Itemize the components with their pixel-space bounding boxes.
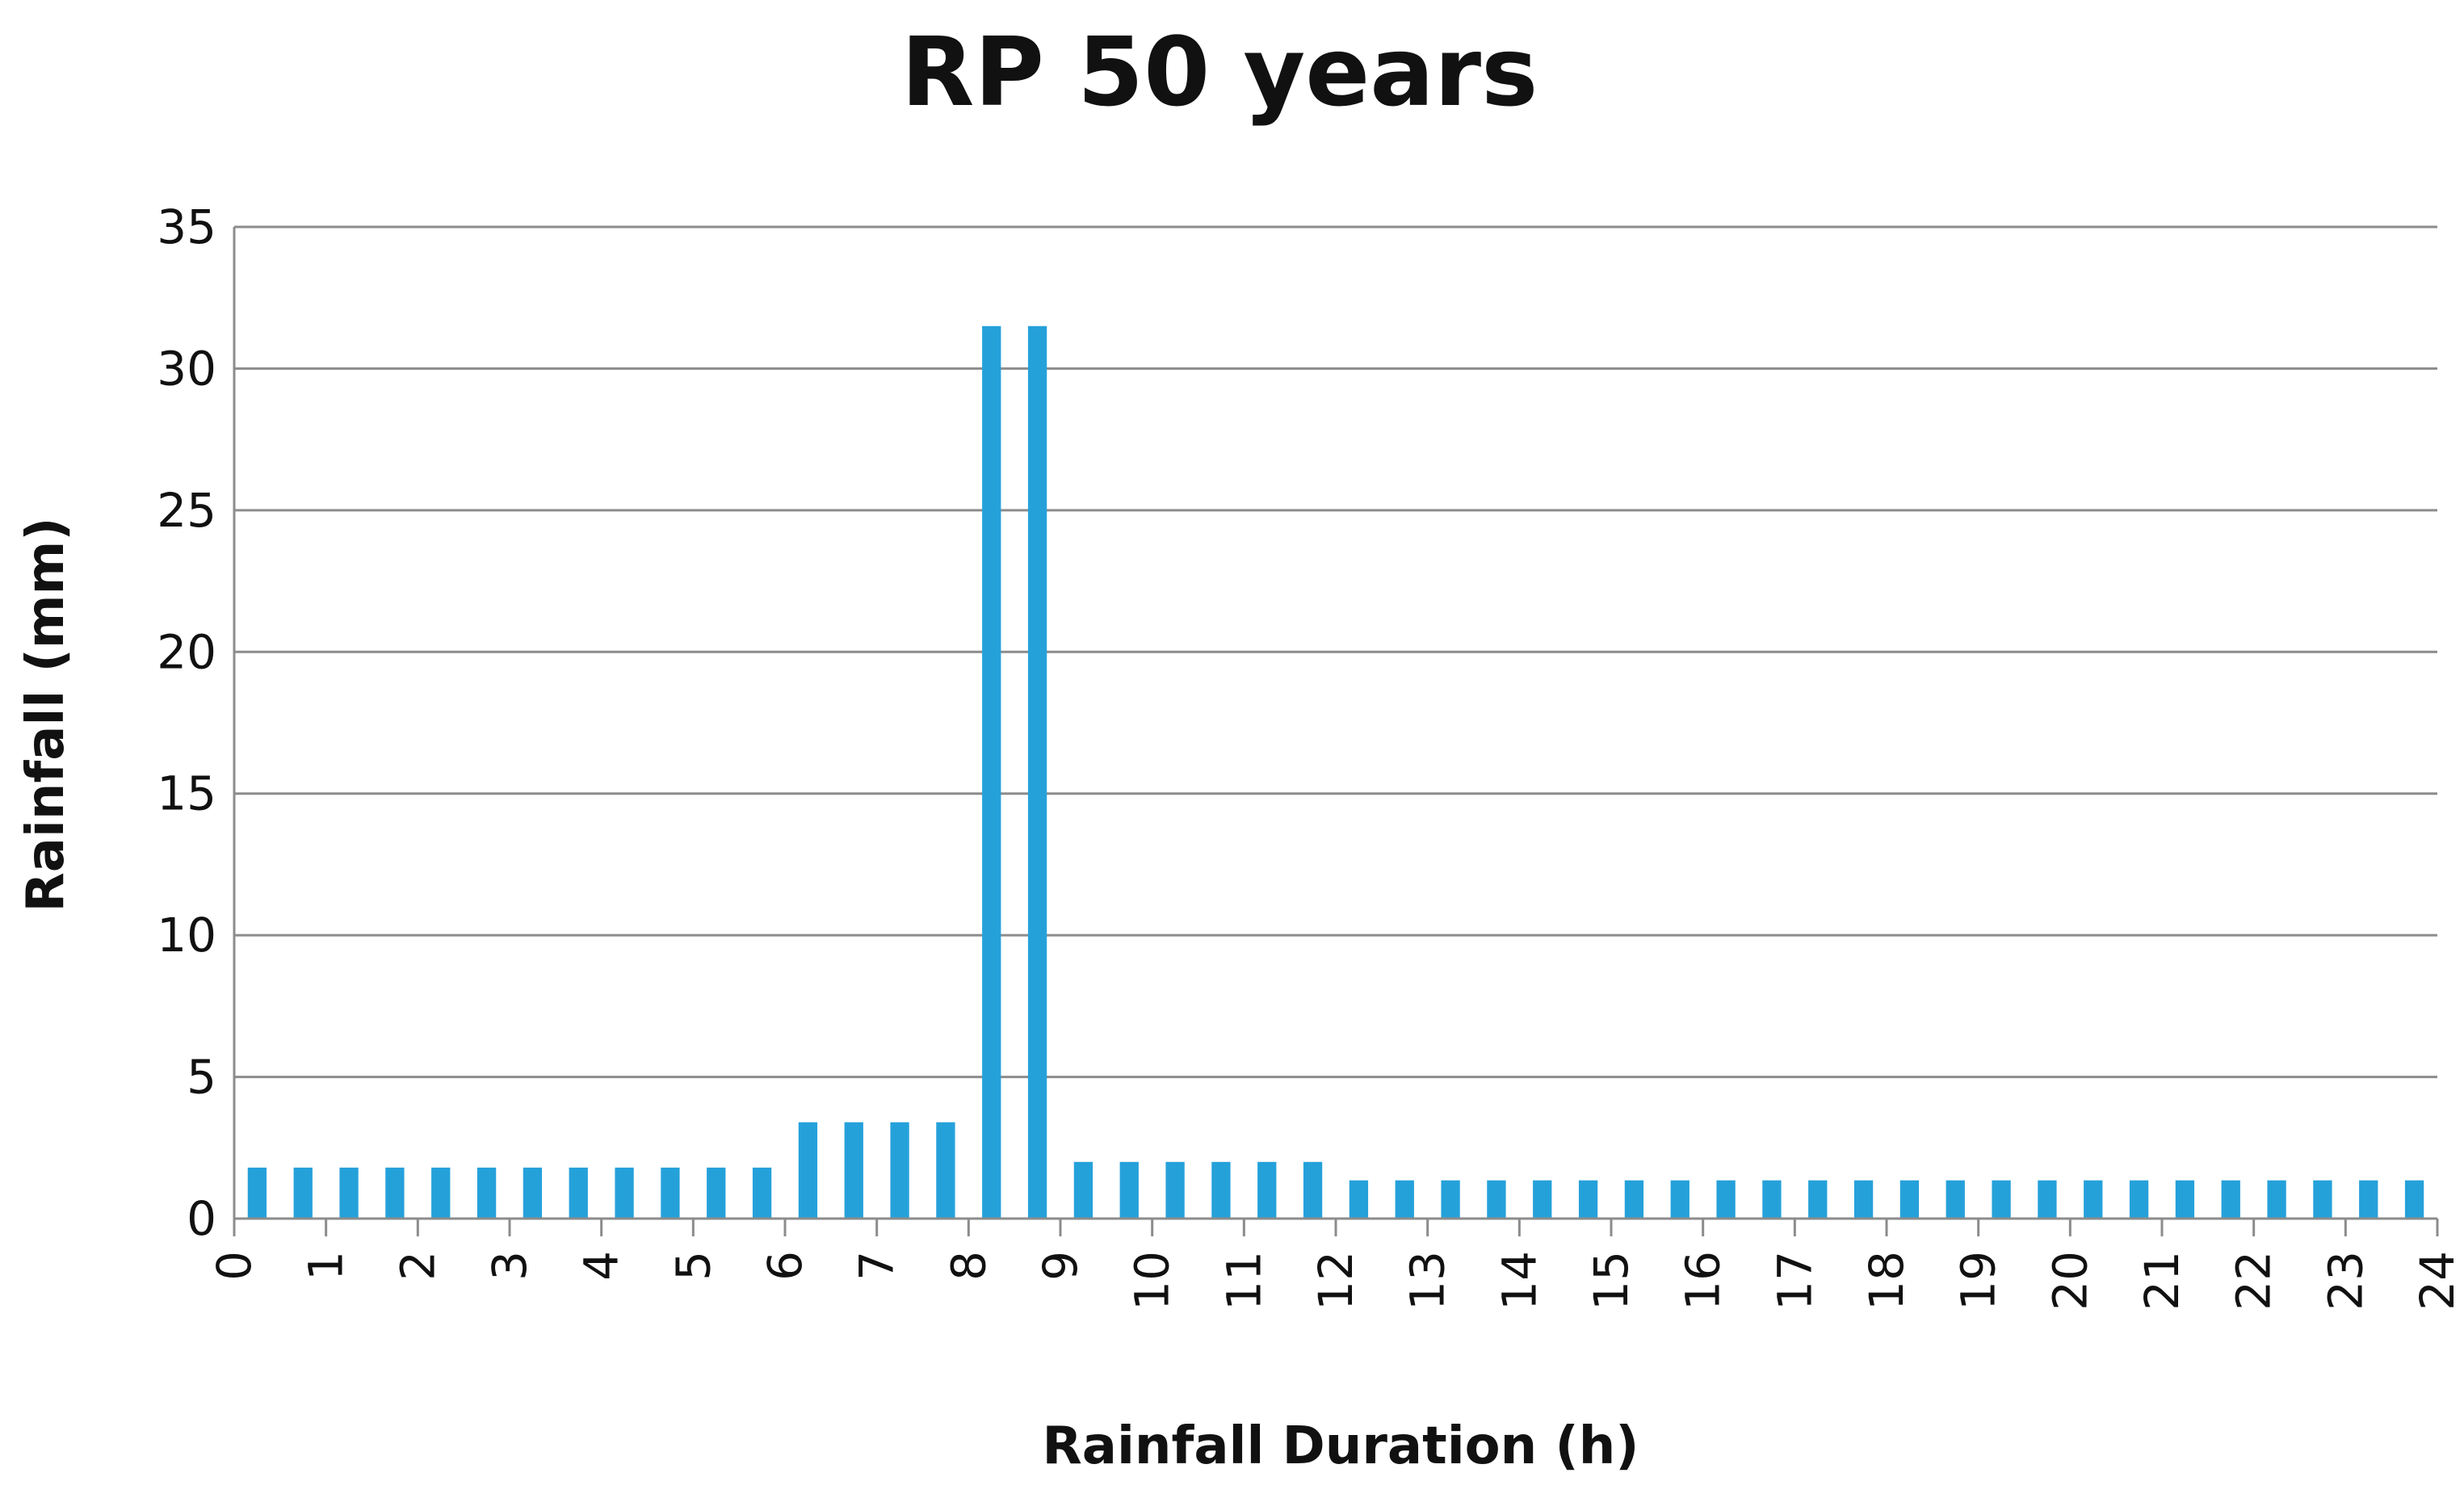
bar [2359, 1180, 2378, 1219]
bar [1303, 1161, 1323, 1219]
x-tick-label: 14 [1492, 1251, 1547, 1311]
x-tick-label: 23 [2318, 1251, 2373, 1311]
x-tick-label: 9 [1033, 1251, 1088, 1281]
x-tick-label: 1 [299, 1251, 354, 1281]
x-tick-label: 8 [941, 1251, 996, 1281]
bar [1349, 1180, 1369, 1219]
x-tick-label: 7 [850, 1251, 905, 1281]
y-tick-label: 30 [157, 341, 216, 396]
bar [569, 1167, 588, 1219]
bar [890, 1122, 909, 1219]
bar [2313, 1180, 2332, 1219]
bar [1027, 325, 1047, 1219]
bar [2404, 1180, 2424, 1219]
x-tick-label: 0 [207, 1251, 262, 1281]
x-tick-label: 15 [1584, 1251, 1639, 1311]
x-tick-label: 5 [665, 1251, 720, 1281]
bar [1992, 1180, 2011, 1219]
x-tick-label: 16 [1676, 1251, 1731, 1311]
bar [1716, 1180, 1736, 1219]
bar [1946, 1180, 1965, 1219]
bar [752, 1167, 772, 1219]
x-tick-label: 2 [390, 1251, 445, 1281]
bar [798, 1122, 818, 1219]
bar [523, 1167, 543, 1219]
x-tick-label: 3 [482, 1251, 537, 1281]
bar [293, 1167, 313, 1219]
x-tick-label: 21 [2134, 1251, 2189, 1311]
y-tick-label: 25 [157, 483, 216, 538]
y-tick-label: 5 [187, 1050, 216, 1105]
y-tick-label: 0 [187, 1191, 216, 1246]
bar [2221, 1180, 2240, 1219]
bar [1165, 1161, 1185, 1219]
bar [1624, 1180, 1644, 1219]
x-tick-label: 20 [2042, 1251, 2097, 1311]
bar [1211, 1161, 1231, 1219]
bar [1762, 1180, 1782, 1219]
bar [1853, 1180, 1874, 1219]
bar [1395, 1180, 1414, 1219]
bar [431, 1167, 451, 1219]
x-tick-label: 10 [1125, 1251, 1180, 1311]
x-tick-label: 11 [1216, 1251, 1271, 1311]
bar [1899, 1180, 1920, 1219]
y-tick-label: 10 [157, 908, 216, 963]
bars [247, 325, 2424, 1219]
bar [1487, 1180, 1506, 1219]
x-tick-label: 22 [2227, 1251, 2281, 1311]
x-tick-label: 12 [1308, 1251, 1363, 1311]
bar [1073, 1161, 1093, 1219]
bar [2084, 1180, 2103, 1219]
bar [661, 1167, 680, 1219]
x-tick-label: 19 [1951, 1251, 2006, 1311]
bar [1808, 1180, 1828, 1219]
x-tick-labels: 0 1 2 3 4 5 6 7 8 9 10 11 12 13 14 15 16 17 18 19 20 21 22 23 24 [207, 1219, 2464, 1311]
bar [1441, 1180, 1460, 1219]
x-tick-label: 6 [758, 1251, 812, 1281]
bar [2129, 1180, 2149, 1219]
bar [1533, 1180, 1552, 1219]
bar [2175, 1180, 2195, 1219]
bar [1119, 1161, 1139, 1219]
bar [844, 1122, 863, 1219]
bar [1578, 1180, 1598, 1219]
bar [476, 1167, 497, 1219]
y-tick-label: 35 [157, 199, 216, 254]
y-tick-label: 15 [157, 766, 216, 821]
bar [247, 1167, 267, 1219]
chart-title: RP 50 years [901, 16, 1538, 128]
gridlines [234, 225, 2437, 1079]
x-axis-title: Rainfall Duration (h) [1043, 1416, 1639, 1476]
bar [1670, 1180, 1690, 1219]
x-tick-label: 4 [574, 1251, 629, 1281]
bar [2267, 1180, 2286, 1219]
x-tick-label: 24 [2410, 1251, 2464, 1311]
bar [707, 1167, 726, 1219]
bar [1257, 1161, 1277, 1219]
bar [339, 1167, 359, 1219]
bar [615, 1167, 634, 1219]
bar [982, 325, 1001, 1219]
bar [936, 1122, 955, 1219]
y-tick-label: 20 [157, 624, 216, 679]
x-tick-label: 18 [1859, 1251, 1914, 1311]
x-tick-label: 13 [1400, 1251, 1455, 1311]
y-axis-title: Rainfall (mm) [16, 517, 76, 912]
x-tick-label: 17 [1767, 1251, 1822, 1311]
bar [2038, 1180, 2057, 1219]
bar [385, 1167, 405, 1219]
y-tick-labels: 0 5 10 15 20 25 30 35 [157, 199, 216, 1246]
